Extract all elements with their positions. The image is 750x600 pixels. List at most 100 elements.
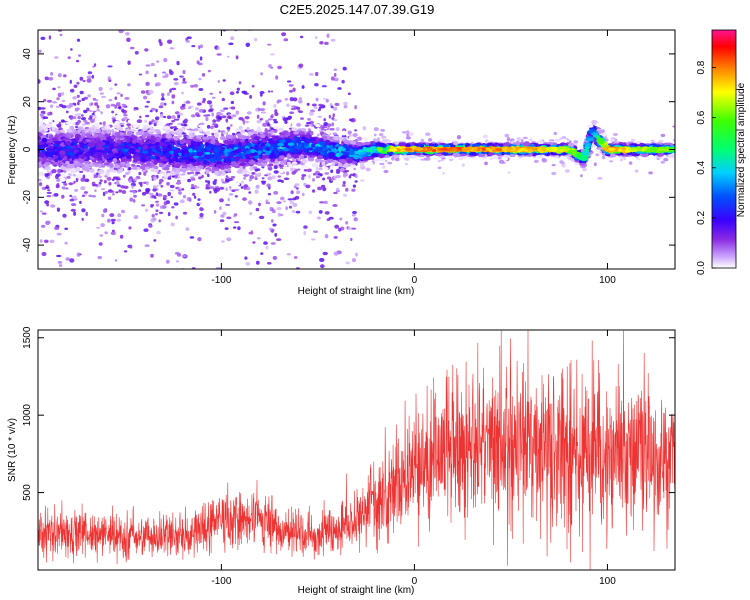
spectrogram-cell bbox=[153, 239, 157, 242]
spectrogram-cell bbox=[270, 90, 274, 93]
spectrogram-cell bbox=[166, 115, 172, 119]
spectrogram-cell bbox=[61, 120, 66, 123]
spectrogram-cell bbox=[534, 159, 539, 163]
spectrogram-cell bbox=[289, 97, 294, 102]
spectrogram-cell bbox=[138, 5, 141, 7]
spectrogram-cell bbox=[102, 208, 107, 213]
spectrogram-cell bbox=[121, 103, 127, 107]
spectrogram-cell bbox=[283, 38, 289, 42]
spectrogram-cell bbox=[252, 131, 258, 134]
spectrogram-cell bbox=[99, 234, 104, 237]
spectrogram-cell bbox=[290, 190, 294, 195]
spectrogram-cell bbox=[54, 226, 60, 231]
spectrogram-cell bbox=[49, 239, 55, 243]
spectrogram-cell bbox=[126, 37, 131, 42]
spectrogram-cell bbox=[380, 128, 386, 132]
spectrogram-cell bbox=[90, 119, 95, 123]
spectrogram-cell bbox=[56, 207, 61, 212]
spectrogram-cell bbox=[520, 139, 524, 143]
spectrogram-cell bbox=[340, 167, 345, 171]
spectrogram-cell bbox=[209, 92, 213, 95]
spectrogram-cell bbox=[277, 127, 284, 132]
spectrogram-cell bbox=[182, 195, 187, 199]
spectrogram-cell bbox=[205, 130, 211, 136]
spectrogram-cell bbox=[218, 112, 224, 116]
spectrogram-cell bbox=[223, 107, 229, 110]
spectrogram-cell bbox=[151, 213, 155, 218]
spectrogram-cell bbox=[273, 126, 279, 130]
spectrogram-cell bbox=[38, 178, 42, 182]
spectrogram-cell bbox=[284, 344, 289, 348]
spectrogram-cell bbox=[72, 174, 77, 177]
spectrogram-cell bbox=[46, 203, 49, 207]
spectrogram-cell bbox=[426, 157, 431, 161]
spectrogram-cell bbox=[630, 138, 636, 142]
spectrogram-cell bbox=[244, 256, 248, 260]
spectrogram-cell bbox=[227, 115, 232, 119]
spectrogram-cell bbox=[78, 54, 81, 57]
spectrogram-cell bbox=[351, 213, 356, 217]
spectrogram-cell bbox=[245, 120, 249, 124]
spectrogram-cell bbox=[260, 72, 263, 76]
spectrogram-cell bbox=[198, 216, 204, 220]
spectrogram-cell bbox=[76, 252, 81, 257]
spectrogram-cell bbox=[260, 180, 267, 183]
spectrogram-cell bbox=[268, 227, 273, 230]
spectrogram-cell bbox=[405, 136, 411, 140]
spectrogram-cell bbox=[75, 125, 79, 129]
spectrogram-cell bbox=[634, 169, 639, 173]
spectrogram-cell bbox=[231, 271, 234, 274]
spectrogram-cell bbox=[121, 209, 125, 214]
spectrogram-cell bbox=[249, 175, 255, 180]
spectrogram-cell bbox=[118, 126, 124, 131]
spectrogram-cell bbox=[319, 257, 325, 262]
spectrogram-cell bbox=[148, 192, 154, 196]
spectrogram-cell bbox=[108, 98, 113, 102]
spectrogram-cell bbox=[226, 126, 231, 130]
spectrogram-cell bbox=[377, 137, 380, 141]
spectrogram-cell bbox=[188, 106, 192, 110]
spectrogram-cell bbox=[324, 234, 329, 239]
spectrogram-cell bbox=[256, 120, 262, 124]
spectrogram-cell bbox=[236, 87, 240, 91]
spectrogram-cell bbox=[382, 165, 386, 169]
spectrogram-cell bbox=[65, 257, 70, 261]
spectrogram-cell bbox=[333, 106, 338, 111]
spectrogram-cell bbox=[199, 56, 203, 61]
spectrogram-cell bbox=[152, 188, 157, 192]
spectrogram-cell bbox=[55, 174, 59, 179]
spectrogram-cell bbox=[318, 167, 323, 171]
spectrogram-cell bbox=[145, 208, 149, 213]
spectrogram-cell bbox=[99, 122, 103, 125]
spectrogram-cell bbox=[45, 173, 50, 177]
spectrogram-cell bbox=[91, 277, 94, 281]
spectrogram-cell bbox=[285, 206, 288, 211]
spectrogram-cell bbox=[660, 133, 666, 138]
spectrogram-cell bbox=[61, 99, 66, 103]
spectrogram-cell bbox=[169, 184, 175, 189]
spectrogram-cell bbox=[246, 111, 252, 115]
spectrogram-cell bbox=[286, 171, 290, 176]
spectrogram-cell bbox=[73, 180, 76, 184]
spectrogram-cell bbox=[148, 122, 152, 125]
spectrogram-cell bbox=[66, 6, 69, 9]
spectrogram-cell bbox=[345, 221, 349, 225]
spectrogram-cell bbox=[253, 37, 258, 42]
spectrogram-cell bbox=[258, 215, 265, 220]
spectrogram-cell bbox=[334, 224, 340, 229]
spectrogram-cell bbox=[87, 71, 93, 75]
spectrogram-cell bbox=[205, 179, 208, 183]
spectrogram-cell bbox=[162, 205, 167, 209]
spectrogram-cell bbox=[173, 78, 179, 81]
spectrogram-cell bbox=[292, 97, 298, 102]
spectrogram-cell bbox=[255, 107, 259, 112]
spectrogram-cell bbox=[102, 191, 106, 197]
spectrogram-cell bbox=[132, 199, 136, 203]
spectrogram-cell bbox=[94, 189, 97, 193]
spectrogram-cell bbox=[351, 188, 356, 192]
spectrogram-cell bbox=[259, 93, 263, 97]
spectrogram-cell bbox=[251, 84, 255, 88]
spectrogram-cell bbox=[230, 124, 233, 127]
spectrogram-cell bbox=[315, 124, 321, 128]
spectrogram-cell bbox=[349, 118, 354, 122]
